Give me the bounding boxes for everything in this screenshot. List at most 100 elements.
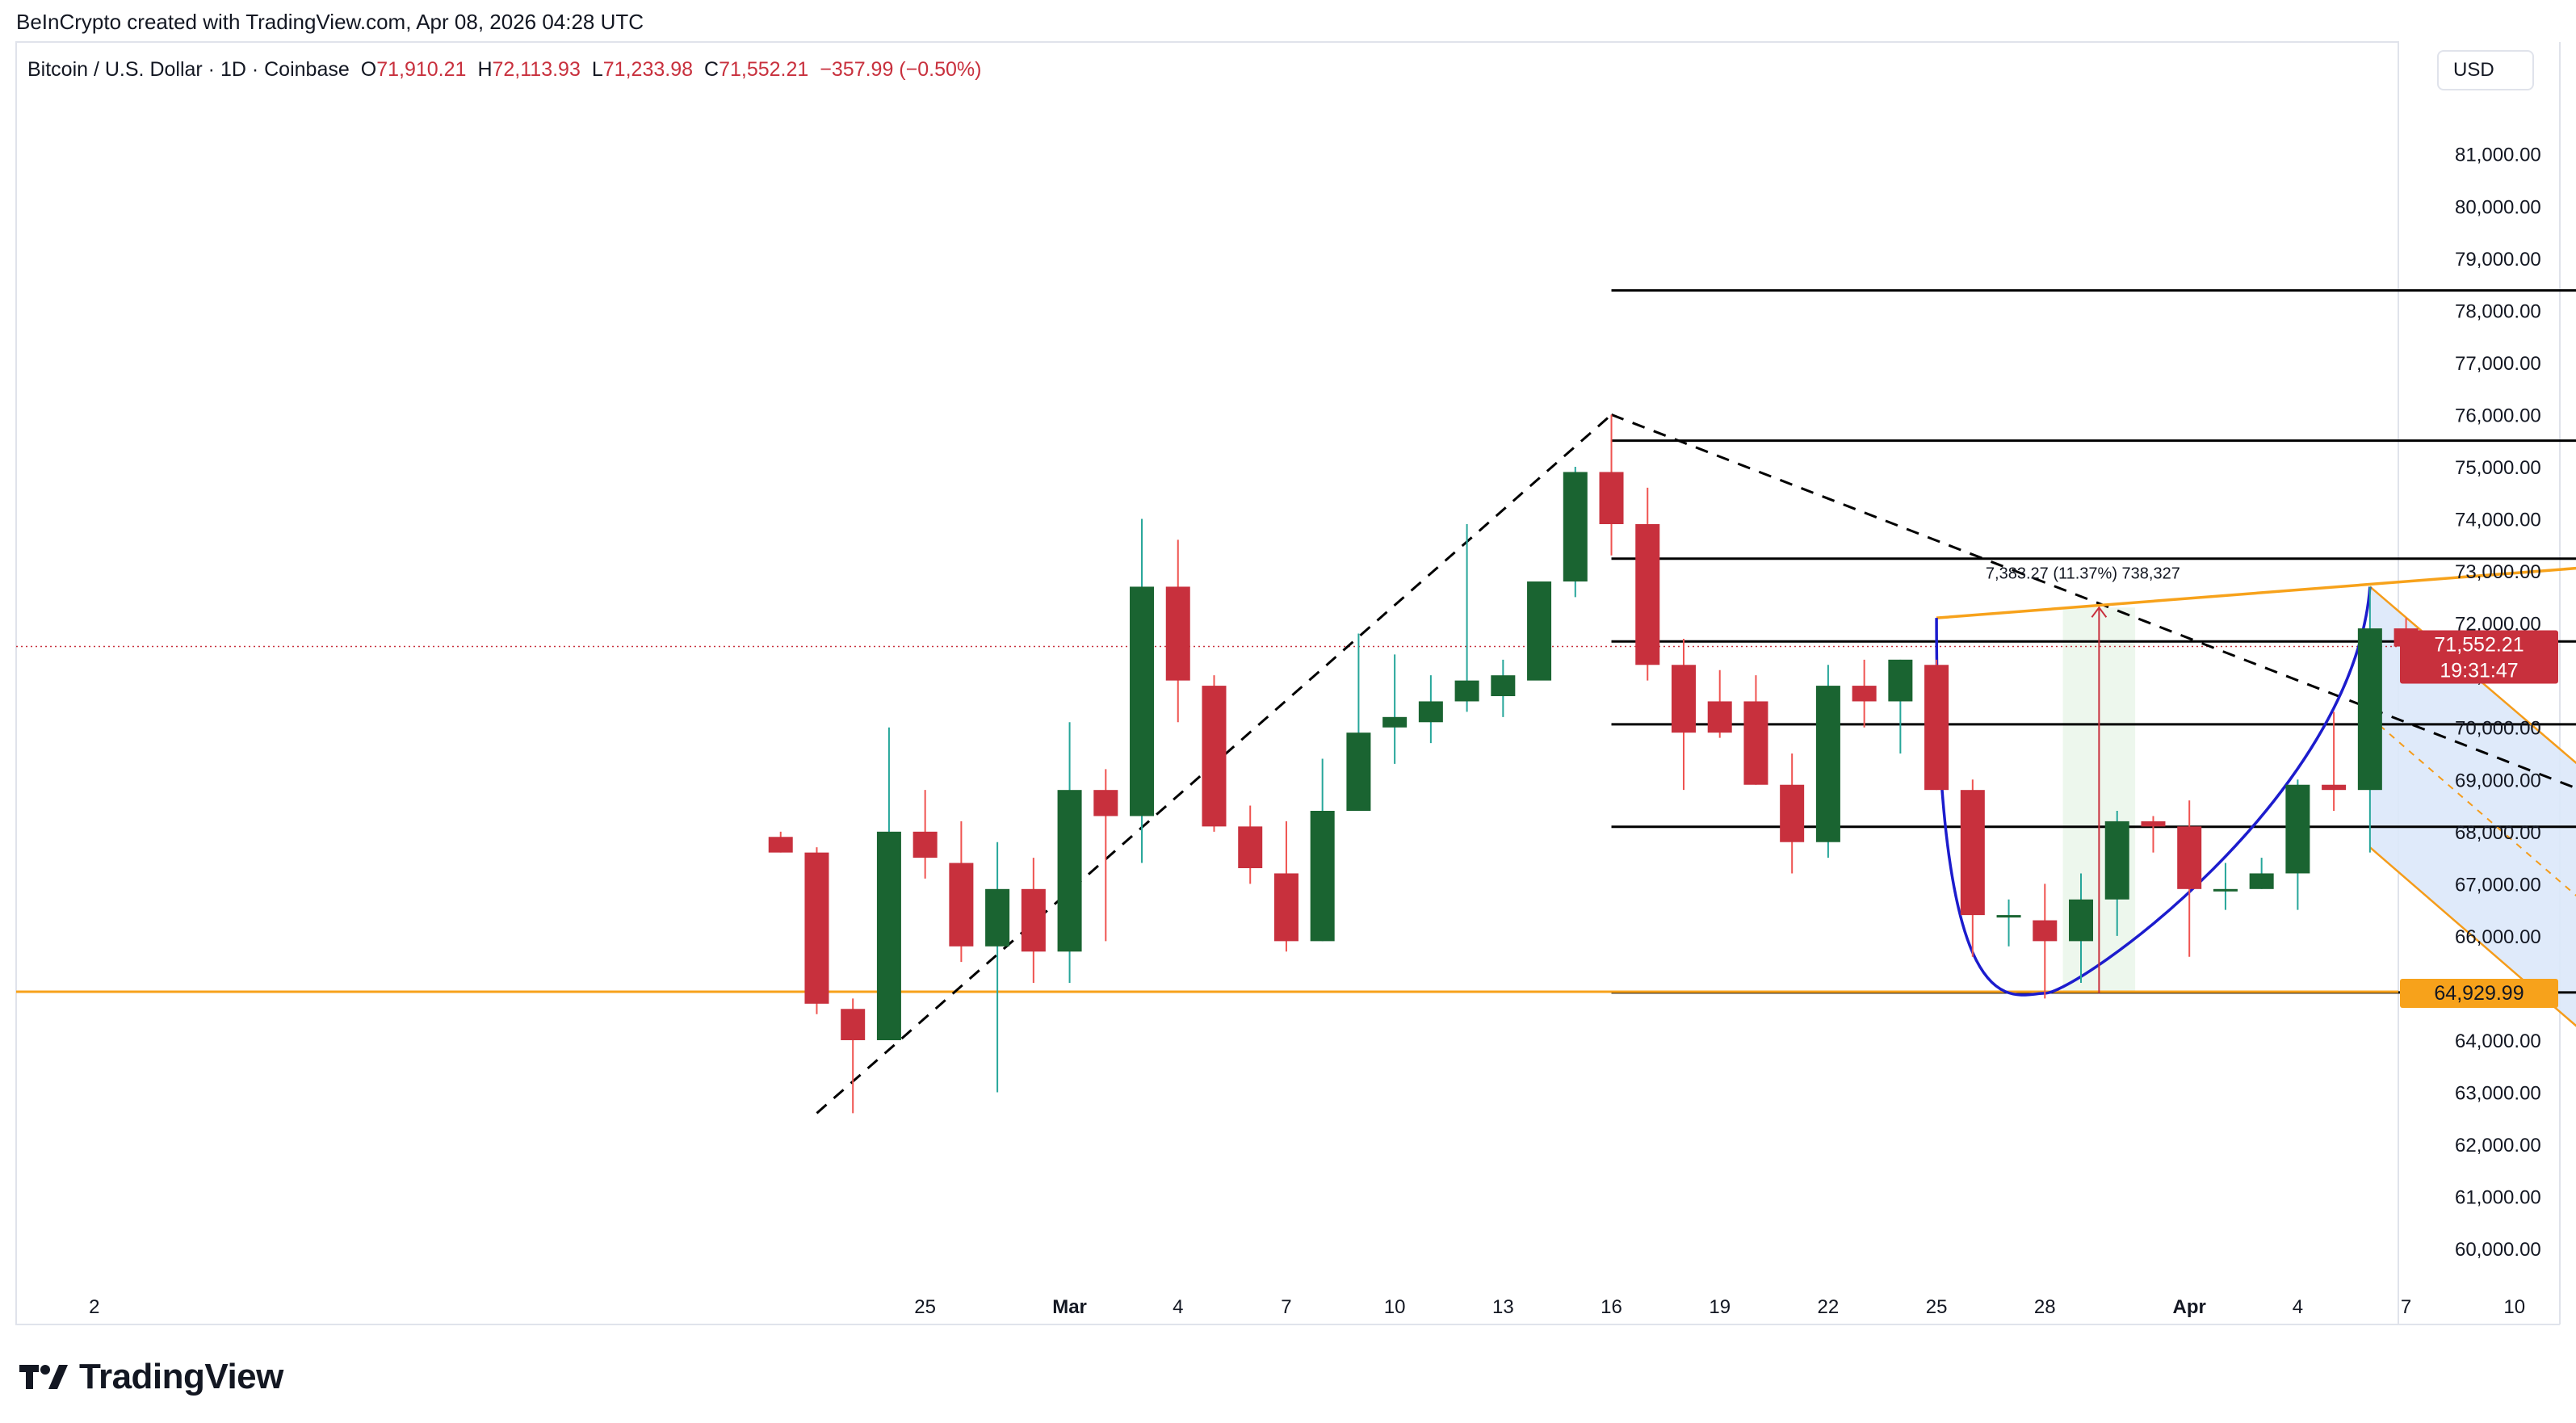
candle-body[interactable] [1165, 586, 1190, 681]
candle[interactable] [1057, 722, 1082, 983]
candle-body[interactable] [1527, 581, 1552, 681]
cup-neckline[interactable] [1936, 545, 2576, 619]
candle-body[interactable] [949, 863, 974, 947]
candle[interactable] [1165, 539, 1190, 723]
candle[interactable] [1093, 769, 1118, 942]
price-axis[interactable]: 81,000.00 80,000.00 79,000.00 78,000.00 77,0… [2455, 145, 2541, 1261]
candle-body[interactable] [1273, 873, 1298, 942]
candle[interactable] [1382, 654, 1408, 764]
candle-body[interactable] [1130, 586, 1155, 816]
candle[interactable] [1960, 779, 1985, 957]
candle[interactable] [1346, 633, 1371, 811]
candle[interactable] [1202, 675, 1227, 832]
candle-body[interactable] [1707, 701, 1732, 733]
candle-body[interactable] [1202, 686, 1227, 827]
candle-body[interactable] [1815, 686, 1840, 842]
candle[interactable] [1707, 670, 1732, 738]
candle-body[interactable] [768, 837, 793, 853]
candle[interactable] [1888, 659, 1913, 753]
candle-body[interactable] [2069, 899, 2094, 942]
candle[interactable] [1418, 675, 1443, 744]
candle[interactable] [1273, 821, 1298, 952]
candle-body[interactable] [1310, 811, 1335, 942]
candle[interactable] [2177, 800, 2202, 957]
candle-body[interactable] [1780, 784, 1805, 842]
candle[interactable] [1815, 665, 1840, 858]
candle[interactable] [1238, 805, 1263, 884]
channel-bottom-edge[interactable] [2369, 846, 2576, 1253]
candle-body[interactable] [1021, 888, 1046, 952]
currency-button[interactable]: USD [2437, 50, 2534, 90]
candle-body[interactable] [1057, 790, 1082, 952]
candle-body[interactable] [2141, 821, 2166, 827]
candle[interactable] [2213, 863, 2238, 910]
candle[interactable] [1527, 581, 1552, 681]
time-axis[interactable]: 225Mar4710131619222528Apr471013161922252… [89, 1296, 2576, 1318]
candle-body[interactable] [2104, 821, 2129, 900]
candle-body[interactable] [876, 831, 901, 1040]
candle[interactable] [2104, 811, 2129, 936]
brand-logo[interactable]: TradingView [19, 1357, 283, 1397]
candle-body[interactable] [1491, 675, 1516, 696]
candle-body[interactable] [1960, 790, 1985, 916]
candle-body[interactable] [2322, 784, 2347, 791]
candlestick-series[interactable] [768, 414, 2419, 1114]
descending-trendline[interactable] [1610, 413, 2576, 988]
candle[interactable] [985, 842, 1010, 1093]
candle-body[interactable] [2177, 826, 2202, 889]
candle-body[interactable] [2249, 873, 2274, 889]
candle[interactable] [1310, 758, 1335, 942]
candle-body[interactable] [1418, 701, 1443, 723]
candle-body[interactable] [1093, 790, 1118, 816]
candle-body[interactable] [1346, 732, 1371, 811]
candle[interactable] [2249, 858, 2274, 889]
candle-body[interactable] [1852, 686, 1877, 702]
candle[interactable] [1563, 467, 1588, 598]
candle[interactable] [841, 998, 866, 1114]
candle-body[interactable] [1996, 915, 2021, 918]
candle[interactable] [1852, 659, 1877, 728]
candle-body[interactable] [1635, 524, 1660, 665]
candle-body[interactable] [2357, 628, 2382, 791]
candle[interactable] [2069, 873, 2094, 983]
candle-body[interactable] [1743, 701, 1768, 785]
candle[interactable] [949, 821, 974, 963]
candle[interactable] [768, 831, 793, 853]
candle-body[interactable] [1888, 659, 1913, 702]
candle[interactable] [2322, 712, 2347, 811]
candle-body[interactable] [1454, 680, 1479, 702]
candle[interactable] [804, 847, 829, 1014]
candle[interactable] [1130, 518, 1155, 863]
candle-body[interactable] [913, 831, 938, 858]
candle-body[interactable] [2033, 920, 2058, 942]
candle[interactable] [1780, 753, 1805, 874]
candle[interactable] [1996, 899, 2021, 947]
candle[interactable] [1743, 675, 1768, 785]
candle[interactable] [1491, 659, 1516, 717]
candle-body[interactable] [1563, 472, 1588, 581]
candle-body[interactable] [1671, 665, 1696, 733]
candle-body[interactable] [1599, 472, 1624, 524]
candle[interactable] [1454, 524, 1479, 712]
channel-midline[interactable] [2369, 716, 2576, 1123]
candle-body[interactable] [804, 852, 829, 1004]
candle[interactable] [876, 727, 901, 1040]
candle[interactable] [2357, 586, 2382, 853]
candle[interactable] [913, 790, 938, 879]
candle[interactable] [2285, 779, 2310, 910]
candle[interactable] [1635, 487, 1660, 681]
candle-body[interactable] [1924, 665, 1949, 791]
candle[interactable] [2141, 816, 2166, 853]
candle[interactable] [1671, 639, 1696, 791]
candle[interactable] [1021, 858, 1046, 983]
candle[interactable] [2033, 884, 2058, 999]
candle-body[interactable] [985, 888, 1010, 947]
candle[interactable] [1924, 659, 1949, 791]
candle-body[interactable] [1238, 826, 1263, 868]
candle-body[interactable] [841, 1009, 866, 1040]
candle-body[interactable] [2285, 784, 2310, 874]
candle-body[interactable] [1382, 716, 1408, 728]
candle-body[interactable] [2213, 888, 2238, 892]
candle[interactable] [1599, 414, 1624, 556]
